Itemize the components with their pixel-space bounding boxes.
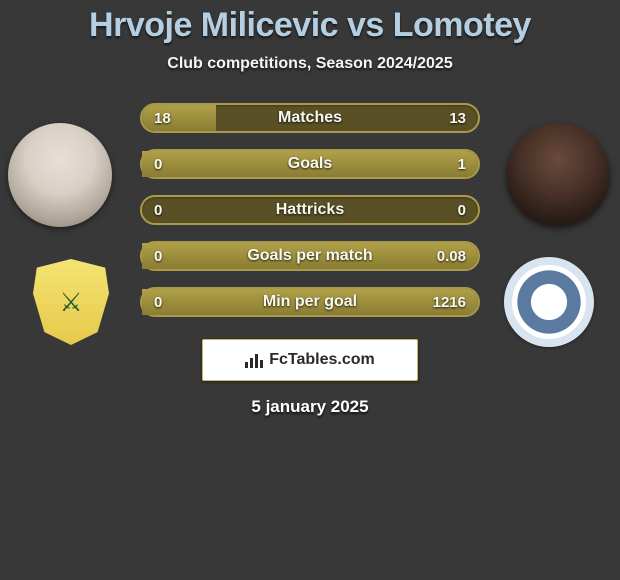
- stat-label: Goals per match: [142, 243, 478, 269]
- stat-label: Min per goal: [142, 289, 478, 315]
- stat-bars: 1813Matches 01Goals 00Hattricks 00.08Goals …: [140, 103, 480, 317]
- player-left-crest: ⚔: [24, 255, 118, 349]
- player-right-crest: [502, 255, 596, 349]
- stat-bar: 00Hattricks: [140, 195, 480, 225]
- source-badge: FcTables.com: [202, 339, 418, 381]
- bar-chart-icon: [245, 352, 265, 368]
- comparison-card: Hrvoje Milicevic vs Lomotey Club competi…: [0, 0, 620, 417]
- stat-label: Hattricks: [142, 197, 478, 223]
- stat-label: Matches: [142, 105, 478, 131]
- stat-bar: 01Goals: [140, 149, 480, 179]
- page-subtitle: Club competitions, Season 2024/2025: [0, 55, 620, 73]
- stat-label: Goals: [142, 151, 478, 177]
- date-label: 5 january 2025: [0, 397, 620, 417]
- stat-bar: 00.08Goals per match: [140, 241, 480, 271]
- stat-bar: 1813Matches: [140, 103, 480, 133]
- source-brand: FcTables.com: [269, 351, 375, 369]
- player-right-portrait: [506, 123, 610, 227]
- shield-icon: ⚔: [33, 259, 109, 345]
- ring-icon: [504, 257, 594, 347]
- player-left-portrait: [8, 123, 112, 227]
- page-title: Hrvoje Milicevic vs Lomotey: [0, 6, 620, 45]
- stat-bar: 01216Min per goal: [140, 287, 480, 317]
- content-area: ⚔ 1813Matches 01Goals 00Hattricks 00.08Goal…: [0, 103, 620, 417]
